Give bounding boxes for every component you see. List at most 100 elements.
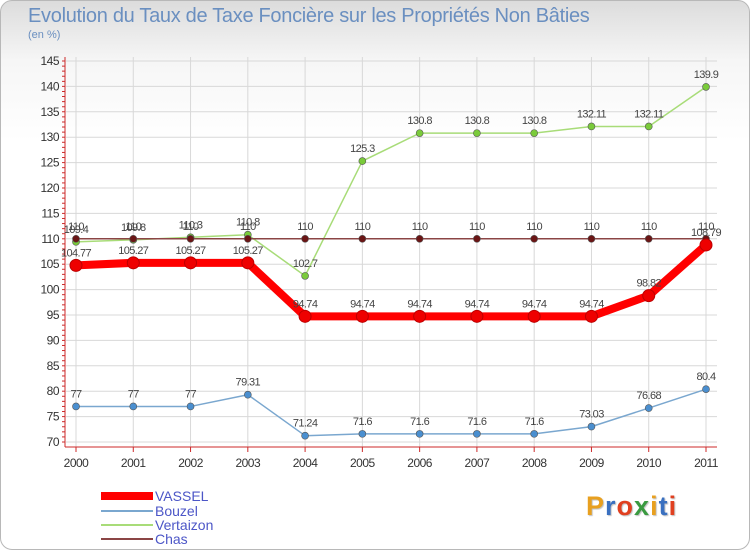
data-label-chas: 110	[68, 221, 84, 233]
data-label-vertaizon: 130.8	[407, 115, 432, 127]
data-label-chas: 110	[412, 221, 428, 233]
x-tick-label: 2004	[293, 456, 319, 470]
y-tick-label: 80	[47, 384, 60, 398]
legend-item-chas: Chas	[101, 532, 188, 546]
data-label-bouzel: 80.4	[696, 371, 715, 383]
data-label-chas: 110	[698, 221, 714, 233]
legend-label-chas: Chas	[155, 531, 188, 547]
data-point-vassel	[298, 309, 312, 323]
data-label-vertaizon: 110.8	[236, 217, 260, 229]
data-point-vassel	[470, 309, 484, 323]
y-tick-label: 135	[40, 105, 59, 119]
x-tick-label: 2005	[350, 456, 376, 470]
data-point-vassel	[584, 309, 598, 323]
series-line-bouzel	[75, 388, 707, 437]
x-tick-label: 2001	[121, 456, 147, 470]
data-label-bouzel: 77	[185, 388, 197, 400]
y-tick-label: 70	[47, 435, 60, 449]
data-point-bouzel	[587, 422, 596, 431]
legend-label-bouzel: Bouzel	[155, 503, 198, 519]
data-label-vertaizon: 130.8	[522, 115, 547, 127]
data-point-bouzel	[415, 430, 424, 438]
grid-layer	[66, 57, 717, 447]
data-label-vertaizon: 132.11	[577, 108, 607, 120]
legend-swatch-bouzel	[101, 510, 153, 512]
x-tick-label: 2000	[64, 456, 90, 470]
x-tick-label: 2011	[694, 456, 719, 470]
y-tick-label: 115	[41, 206, 59, 220]
data-point-vertaizon	[587, 122, 596, 131]
y-tick-label: 100	[40, 283, 59, 297]
data-point-vassel	[527, 309, 541, 323]
data-point-vassel	[184, 256, 198, 270]
data-label-vertaizon: 110.3	[179, 219, 203, 231]
data-label-chas: 110	[526, 221, 542, 233]
data-label-chas: 110	[641, 221, 657, 233]
x-tick-label: 2006	[407, 456, 433, 470]
data-label-vassel: 94.74	[293, 298, 318, 310]
logo-letter: i	[668, 491, 678, 521]
data-label-vertaizon: 109.8	[121, 222, 146, 234]
data-point-vassel	[699, 238, 713, 252]
data-point-vassel	[642, 289, 656, 303]
data-point-bouzel	[702, 385, 710, 393]
logo-letter: i	[650, 491, 659, 521]
data-point-bouzel	[72, 402, 80, 411]
y-tick-label: 125	[40, 156, 59, 170]
data-point-vassel	[69, 258, 83, 272]
data-label-chas: 110	[297, 221, 313, 233]
x-tick-label: 2007	[465, 456, 491, 470]
legend-label-vertaizon: Vertaizon	[155, 517, 214, 533]
data-label-vassel: 94.74	[350, 298, 375, 310]
x-tick-label: 2009	[579, 456, 605, 470]
logo-letter: t	[658, 491, 669, 521]
data-label-layer: 104.77 105.27 105.27 105.27 94.74 94.74 94.74 9…	[61, 69, 722, 430]
y-tick-label: 110	[41, 232, 59, 246]
logo-letter: o	[616, 491, 635, 521]
data-point-chas	[244, 235, 252, 243]
legend-item-vertaizon: Vertaizon	[101, 518, 213, 532]
data-point-vassel	[241, 256, 255, 270]
y-tick-label: 130	[40, 130, 59, 144]
data-point-chas	[587, 235, 596, 243]
y-tick-label: 105	[40, 257, 59, 271]
data-label-vertaizon: 139.9	[694, 69, 719, 81]
y-tick-label: 95	[47, 308, 60, 322]
data-point-chas	[415, 235, 424, 243]
data-label-vassel: 105.27	[118, 245, 149, 257]
data-point-bouzel	[644, 404, 653, 412]
data-label-chas: 110	[354, 221, 370, 233]
y-tick-label: 140	[40, 79, 59, 93]
logo-letter: r	[605, 491, 617, 521]
data-label-chas: 110	[240, 221, 256, 233]
data-label-bouzel: 71.24	[293, 418, 318, 430]
data-point-chas	[530, 235, 538, 243]
x-tick-label: 2002	[178, 456, 204, 470]
data-label-vertaizon: 132.11	[634, 108, 664, 120]
data-point-vertaizon	[473, 129, 481, 137]
legend-swatch-vassel	[101, 492, 153, 500]
chart-title: Evolution du Taux de Taxe Foncière sur l…	[28, 5, 590, 27]
data-point-chas	[129, 235, 138, 243]
x-tick-label: 2008	[522, 456, 548, 470]
legend-item-vassel: VASSEL	[101, 489, 208, 503]
data-point-bouzel	[530, 430, 538, 438]
data-point-bouzel	[473, 430, 481, 438]
data-label-vassel: 94.74	[407, 298, 432, 310]
data-point-chas	[358, 235, 367, 243]
legend-swatch-chas	[101, 538, 153, 540]
series-layer	[69, 83, 713, 440]
y-tick-label: 120	[40, 181, 59, 195]
data-label-bouzel: 71.6	[353, 416, 372, 428]
data-point-vertaizon	[530, 129, 538, 137]
y-tick-label: 145	[40, 54, 59, 68]
data-label-chas: 110	[125, 221, 141, 233]
data-label-vertaizon: 102.7	[293, 258, 318, 270]
chart-unit-label: (en %)	[28, 29, 61, 41]
series-line-vertaizon	[75, 86, 707, 277]
data-label-chas: 110	[183, 221, 199, 233]
legend-label-vassel: VASSEL	[155, 488, 209, 504]
data-label-vassel: 94.74	[465, 298, 490, 310]
data-label-bouzel: 71.6	[467, 416, 486, 428]
data-label-vassel: 108.79	[691, 227, 722, 239]
